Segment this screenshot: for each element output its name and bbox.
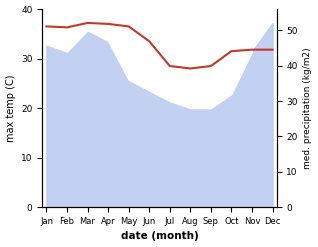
Y-axis label: med. precipitation (kg/m2): med. precipitation (kg/m2): [303, 47, 313, 169]
X-axis label: date (month): date (month): [121, 231, 198, 242]
Y-axis label: max temp (C): max temp (C): [5, 74, 16, 142]
